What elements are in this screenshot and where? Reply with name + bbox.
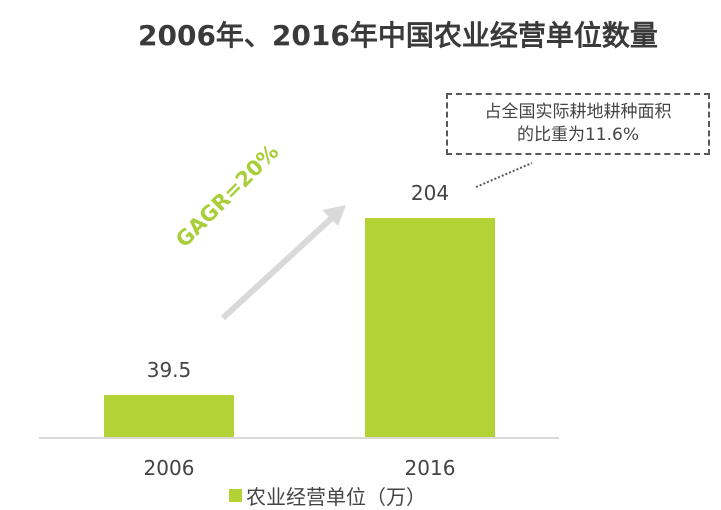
x-tick-2006: 2006 xyxy=(143,456,195,480)
legend-swatch xyxy=(229,489,242,502)
x-tick-2016: 2016 xyxy=(404,456,456,480)
growth-arrow-head-icon xyxy=(322,205,346,226)
legend: 农业经营单位（万） xyxy=(229,481,426,510)
chart-title: 2006年、2016年中国农业经营单位数量 xyxy=(138,19,658,52)
value-label-2016: 204 xyxy=(410,181,450,205)
callout-line-2: 的比重为11.6% xyxy=(516,125,639,145)
bar-2006 xyxy=(104,395,234,438)
bar-2016 xyxy=(365,218,495,438)
callout-line-1: 占全国实际耕地耕种面积 xyxy=(484,102,672,122)
legend-label: 农业经营单位（万） xyxy=(246,485,426,509)
x-axis-line xyxy=(39,437,559,439)
callout-box: 占全国实际耕地耕种面积 的比重为11.6% xyxy=(446,93,710,155)
growth-arrow-shaft xyxy=(220,212,338,321)
value-label-2006: 39.5 xyxy=(146,358,192,382)
